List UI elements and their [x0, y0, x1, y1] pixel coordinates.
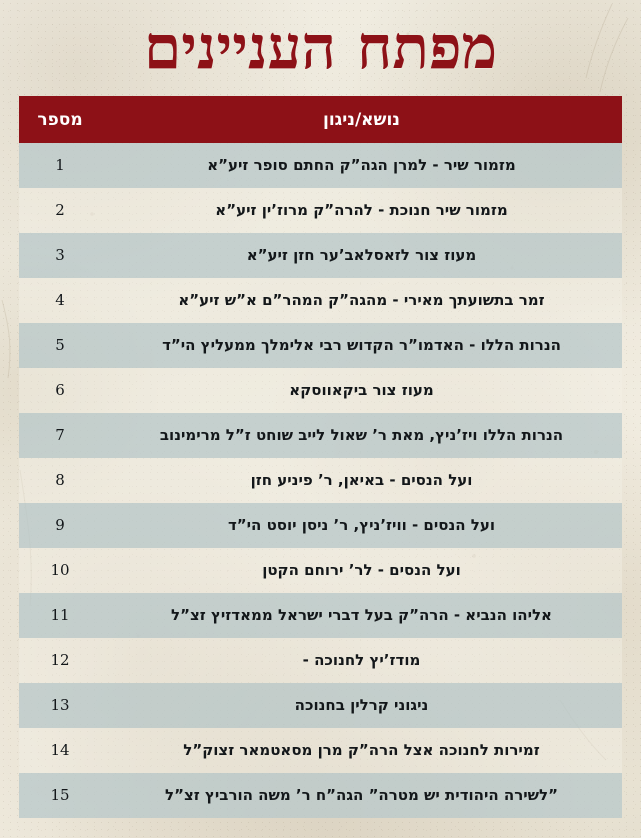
cell-subject: ניגוני קרלין בחנוכה	[101, 683, 622, 728]
table-row[interactable]: זמר בתשועתך מאירי - מהגה”ק המהר”ם א”ש זי…	[19, 278, 622, 323]
cell-subject: ועל הנסים - באיאן, ר’ פיניע חזן	[101, 458, 622, 503]
cell-number: 9	[19, 503, 101, 548]
table-row[interactable]: ”לשירה היהודית יש מטרה” הגה”ח ר’ משה הור…	[19, 773, 622, 818]
table-row[interactable]: ועל הנסים - באיאן, ר’ פיניע חזן 8	[19, 458, 622, 503]
table-header: נושא/ניגון מספר	[19, 96, 622, 143]
cell-subject: זמירות לחנוכה אצל הרה”ק מרן מסאטמאר זצוק…	[101, 728, 622, 773]
title-container: מפתח העניינים	[0, 0, 641, 96]
column-header-subject[interactable]: נושא/ניגון	[101, 96, 622, 143]
page-title: מפתח העניינים	[143, 13, 498, 83]
cell-number: 5	[19, 323, 101, 368]
table-row[interactable]: ועל הנסים - וויז’ניץ, ר’ ניסן יוסט הי”ד 9	[19, 503, 622, 548]
cell-number: 12	[19, 638, 101, 683]
cell-subject: מזמור שיר - למרן הגה”ק החתם סופר זיע”א	[101, 143, 622, 188]
column-header-number[interactable]: מספר	[19, 96, 101, 143]
cell-subject: הנרות הללו ויז’ניץ, מאת ר’ שאול לייב שוח…	[101, 413, 622, 458]
cell-number: 6	[19, 368, 101, 413]
cell-number: 4	[19, 278, 101, 323]
table-body: מזמור שיר - למרן הגה”ק החתם סופר זיע”א 1 מ…	[19, 143, 622, 818]
cell-subject: מעוז צור ביקאווסקא	[101, 368, 622, 413]
cell-subject: ”לשירה היהודית יש מטרה” הגה”ח ר’ משה הור…	[101, 773, 622, 818]
cell-number: 13	[19, 683, 101, 728]
cell-subject: ועל הנסים - לר’ ירוחם הקטן	[101, 548, 622, 593]
toc-table-container: נושא/ניגון מספר מזמור שיר - למרן הגה”ק ה…	[0, 96, 641, 818]
table-row[interactable]: הנרות הללו ויז’ניץ, מאת ר’ שאול לייב שוח…	[19, 413, 622, 458]
cell-number: 14	[19, 728, 101, 773]
table-row[interactable]: ועל הנסים - לר’ ירוחם הקטן 10	[19, 548, 622, 593]
cell-subject: הנרות הללו - האדמו”ר הקדוש רבי אלימלך ממ…	[101, 323, 622, 368]
cell-number: 10	[19, 548, 101, 593]
cell-number: 3	[19, 233, 101, 278]
cell-subject: ועל הנסים - וויז’ניץ, ר’ ניסן יוסט הי”ד	[101, 503, 622, 548]
table-row[interactable]: מעוז צור לזאסלאב’ער חזן זיע”א 3	[19, 233, 622, 278]
table-row[interactable]: הנרות הללו - האדמו”ר הקדוש רבי אלימלך ממ…	[19, 323, 622, 368]
cell-number: 1	[19, 143, 101, 188]
cell-number: 15	[19, 773, 101, 818]
table-of-contents-table: נושא/ניגון מספר מזמור שיר - למרן הגה”ק ה…	[19, 96, 622, 818]
table-row[interactable]: מזמור שיר - למרן הגה”ק החתם סופר זיע”א 1	[19, 143, 622, 188]
table-row[interactable]: מזמור שיר חנוכת - להרה”ק מרוז’ין זיע”א 2	[19, 188, 622, 233]
cell-number: 11	[19, 593, 101, 638]
cell-number: 8	[19, 458, 101, 503]
table-header-row: נושא/ניגון מספר	[19, 96, 622, 143]
cell-subject: מודז’יץ לחנוכה -	[101, 638, 622, 683]
table-row[interactable]: ניגוני קרלין בחנוכה 13	[19, 683, 622, 728]
cell-subject: מעוז צור לזאסלאב’ער חזן זיע”א	[101, 233, 622, 278]
table-row[interactable]: זמירות לחנוכה אצל הרה”ק מרן מסאטמאר זצוק…	[19, 728, 622, 773]
cell-number: 2	[19, 188, 101, 233]
cell-subject: זמר בתשועתך מאירי - מהגה”ק המהר”ם א”ש זי…	[101, 278, 622, 323]
cell-number: 7	[19, 413, 101, 458]
table-row[interactable]: אליהו הנביא - הרה”ק בעל דברי ישראל ממאדז…	[19, 593, 622, 638]
cell-subject: אליהו הנביא - הרה”ק בעל דברי ישראל ממאדז…	[101, 593, 622, 638]
cell-subject: מזמור שיר חנוכת - להרה”ק מרוז’ין זיע”א	[101, 188, 622, 233]
table-row[interactable]: מעוז צור ביקאווסקא 6	[19, 368, 622, 413]
table-row[interactable]: מודז’יץ לחנוכה -12	[19, 638, 622, 683]
